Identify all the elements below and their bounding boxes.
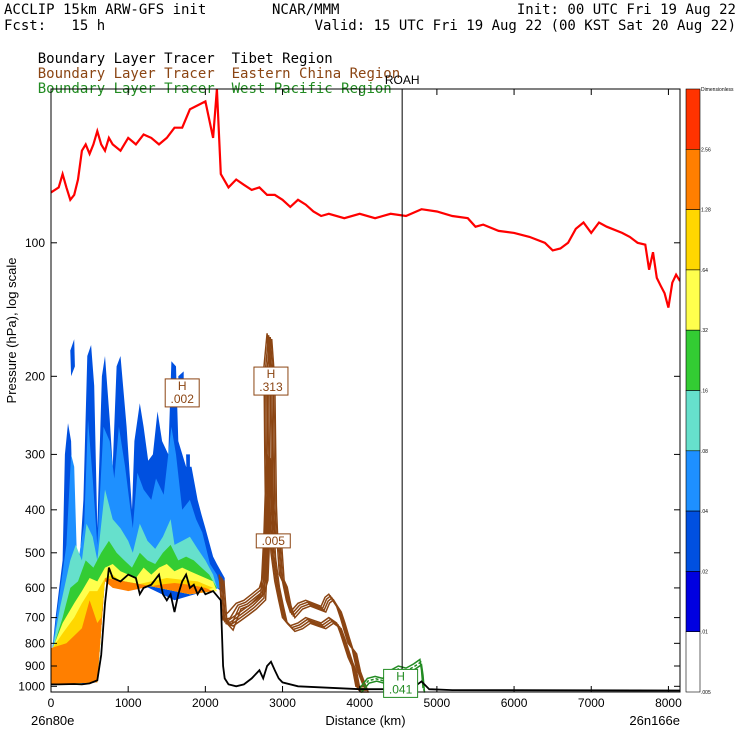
x-tick-label-4: 4000	[346, 696, 373, 710]
tibet-max-label-prefix: H	[178, 379, 187, 393]
eastern-china-max-label-prefix: H	[267, 367, 276, 381]
colorbar-segment-7	[685, 510, 701, 572]
eastern-china-min-label-box	[255, 533, 291, 549]
x-tick-label-1: 1000	[115, 696, 142, 710]
y-tick-label-6: 700	[25, 611, 45, 625]
legend-tibet-region: Tibet Region	[231, 51, 333, 67]
eastern-china-min-label-value: .005	[262, 534, 286, 548]
x-tick-label-7: 7000	[578, 696, 605, 710]
colorbar-label-5: .08	[701, 449, 708, 455]
colorbar-label-8: .01	[701, 630, 708, 636]
colorbar-label-7: .02	[701, 569, 708, 575]
tracer-streak-2	[186, 454, 190, 490]
x-tick-label-5: 5000	[424, 696, 451, 710]
colorbar-segment-4	[685, 329, 701, 391]
tibet-max-label-box	[164, 378, 200, 408]
plot-frame	[50, 88, 681, 693]
legend-tibet: Boundary Layer Tracer Tibet Region	[4, 35, 333, 83]
y-tick-label-9: 1000	[18, 679, 45, 693]
terrain-line	[51, 567, 681, 692]
x-tick-label-8: 8000	[655, 696, 682, 710]
west-pacific-label-value: .041	[389, 682, 413, 696]
colorbar-label-6: .04	[701, 509, 708, 515]
colorbar-segment-0	[685, 88, 701, 150]
plot-lines	[51, 89, 681, 694]
station-label: ROAH	[385, 73, 420, 87]
y-tick-label-4: 500	[25, 546, 45, 560]
x-tick-label-3: 3000	[269, 696, 296, 710]
y-tick-label-7: 800	[25, 636, 45, 650]
y-tick-label-5: 600	[25, 581, 45, 595]
colorbar-label-3: .32	[701, 328, 708, 334]
x-right-endpoint-label: 26n166e	[629, 713, 680, 728]
model-title: ACCLIP 15km ARW-GFS init	[4, 2, 207, 18]
y-tick-label-2: 300	[25, 447, 45, 461]
organization-label: NCAR/MMM	[272, 2, 340, 18]
tibet-max-label-value: .002	[171, 392, 195, 406]
y-tick-label-1: 200	[25, 369, 45, 383]
eastern-china-min-label: .005	[255, 533, 291, 549]
colorbar-label-0: 2.56	[701, 147, 711, 153]
legend-tibet-prefix: Boundary Layer Tracer	[37, 51, 215, 67]
eastern-china-max-label-value: .313	[259, 380, 283, 394]
x-tick-label-6: 6000	[501, 696, 528, 710]
colorbar-segment-2	[685, 209, 701, 271]
legend-eastern-china-region: Eastern China Region	[231, 66, 401, 82]
colorbar-label-1: 1.28	[701, 208, 711, 214]
colorbar-segment-9	[685, 631, 701, 693]
tracer-shade-6	[51, 578, 214, 685]
valid-time: Valid: 15 UTC Fri 19 Aug 22 (00 KST Sat …	[314, 18, 736, 34]
x-left-endpoint-label: 26n80e	[31, 713, 74, 728]
y-tick-label-0: 100	[25, 236, 45, 250]
colorbar-segment-6	[685, 450, 701, 512]
forecast-hour: Fcst: 15 h	[4, 18, 106, 34]
x-tick-label-0: 0	[48, 696, 55, 710]
west-pacific-label-box	[383, 668, 419, 698]
west-pacific-label: H.041	[383, 668, 419, 698]
x-tick-label-2: 2000	[192, 696, 219, 710]
legend-eastern-china: Boundary Layer Tracer Eastern China Regi…	[4, 50, 400, 98]
eastern-china-max-label-box	[253, 366, 289, 396]
y-tick-label-8: 900	[25, 659, 45, 673]
colorbar: 2.56 1.28 .64 .32 .16 .08 .04 .02 .01 .005 Dimensi…	[685, 87, 734, 696]
tibet-tracer-shading	[51, 339, 225, 685]
tibet-max-label: H.002	[164, 378, 200, 408]
colorbar-label-4: .16	[701, 389, 708, 395]
eastern-china-max-label: H.313	[253, 366, 289, 396]
init-time: Init: 00 UTC Fri 19 Aug 22	[516, 2, 736, 18]
y-tick-label-3: 400	[25, 503, 45, 517]
colorbar-label-9: .005	[701, 690, 711, 696]
colorbar-segment-1	[685, 149, 701, 210]
colorbar-segment-3	[685, 269, 701, 331]
colorbar-segment-8	[685, 571, 701, 633]
west-pacific-label-prefix: H	[396, 669, 405, 683]
x-axis-title: Distance (km)	[325, 713, 405, 728]
colorbar-title: Dimensionless	[701, 87, 734, 93]
tracer-streak-0	[70, 339, 75, 377]
colorbar-label-2: .64	[701, 268, 708, 274]
tropopause-line	[51, 89, 680, 308]
colorbar-segment-5	[685, 390, 701, 452]
legend-eastern-china-prefix: Boundary Layer Tracer	[37, 66, 215, 82]
y-axis-title: Pressure (hPa), log scale	[4, 258, 19, 404]
